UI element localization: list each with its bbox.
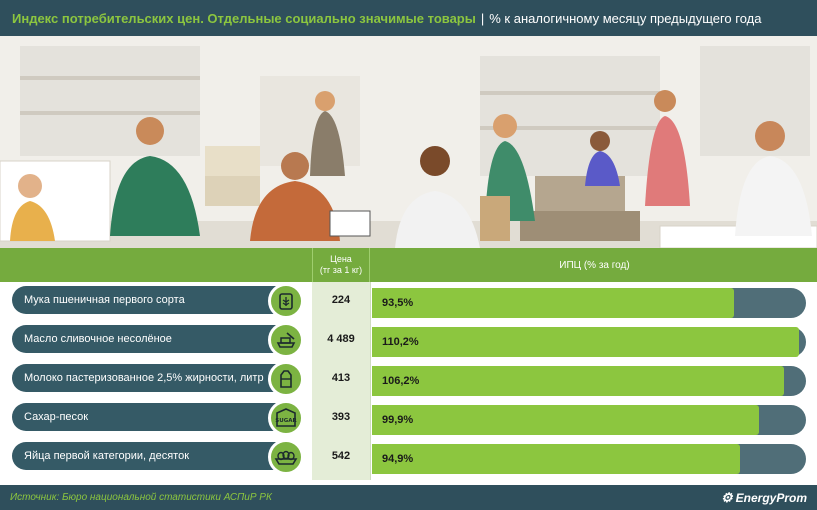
table-header: Цена (тг за 1 кг) ИПЦ (% за год) [0,248,817,282]
data-label: 106,2% [382,375,420,387]
bar [372,327,799,357]
brand-name: EnergyProm [735,491,807,505]
price-value: 393 [331,411,351,423]
data-label: 93,5% [382,297,414,309]
category-label: Молоко пастеризованное 2,5% жирности, ли… [12,364,302,392]
table-row: Яйца первой категории, десяток 542 94,9% [0,438,817,475]
category-label: Мука пшеничная первого сорта [12,286,302,314]
category-label: Яйца первой категории, десяток [12,442,302,470]
table-row: Молоко пастеризованное 2,5% жирности, ли… [0,360,817,397]
sugar-icon: SUGAR [268,400,304,436]
chart-subtitle: % к аналогичному месяцу предыдущего года [489,10,762,26]
bar [372,288,734,318]
price-header-line1: Цена [330,254,352,264]
price-value: 224 [331,294,351,306]
data-label: 99,9% [382,414,414,426]
price-header-line2: (тг за 1 кг) [319,265,363,275]
brand-mark-icon: ⚙ [720,490,733,505]
price-value: 542 [331,450,351,462]
sugar-icon-text: SUGAR [275,418,297,424]
chart-title: Индекс потребительских цен. Отдельные со… [12,10,476,26]
price-value: 413 [331,372,351,384]
data-label: 110,2% [382,336,419,348]
price-value: 4 489 [327,333,355,345]
category-label: Масло сливочное несолёное [12,325,302,353]
table-row: Сахар-песок SUGAR 393 99,9% [0,399,817,436]
wheat-icon [268,283,304,319]
butter-icon [268,322,304,358]
title-separator: | [480,10,485,26]
data-label: 94,9% [382,453,414,465]
chart-header: Индекс потребительских цен. Отдельные со… [0,0,817,36]
supermarket-illustration-art [0,36,817,248]
bar [372,405,759,435]
ipc-column-header: ИПЦ (% за год) [559,259,630,271]
table-row: Масло сливочное несолёное 4 489 110,2% [0,321,817,358]
supermarket-illustration [0,36,817,248]
milk-icon [268,361,304,397]
source-note: Источник: Бюро национальной статистики А… [10,492,272,503]
category-label: Сахар-песок [12,403,302,431]
footer: Источник: Бюро национальной статистики А… [0,485,817,510]
brand-logo: ⚙ EnergyProm [721,490,807,506]
bar [372,366,784,396]
price-column-header: Цена (тг за 1 кг) [312,248,370,282]
chart-rows: Мука пшеничная первого сорта 224 93,5% Масл… [0,282,817,480]
eggs-icon [268,439,304,475]
bar [372,444,740,474]
price-column-bg [312,282,370,480]
table-row: Мука пшеничная первого сорта 224 93,5% [0,282,817,319]
